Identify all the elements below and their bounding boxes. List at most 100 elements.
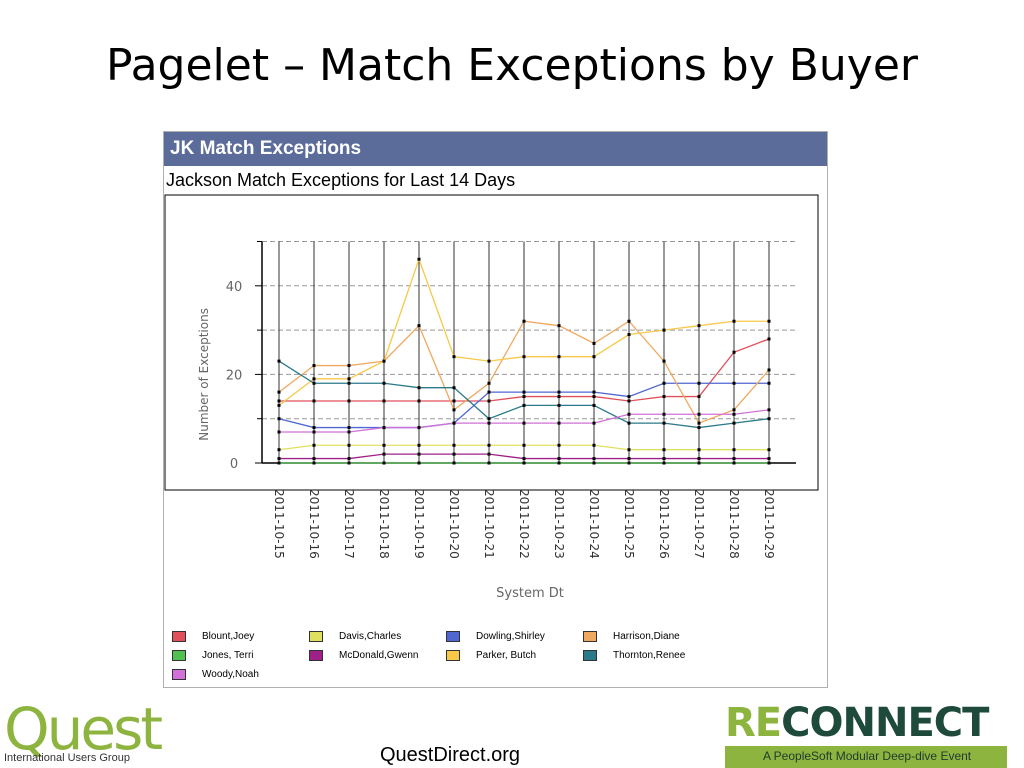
data-point — [662, 395, 666, 399]
legend-item: Parker, Butch — [446, 650, 583, 661]
x-tick-label: 2011-10-19 — [412, 489, 426, 559]
data-point — [417, 461, 421, 465]
x-tick-label: 2011-10-17 — [342, 489, 356, 559]
data-point — [277, 359, 281, 363]
x-tick-label: 2011-10-23 — [552, 489, 566, 559]
data-point — [592, 355, 596, 359]
data-point — [277, 403, 281, 407]
y-tick-label: 0 — [230, 457, 238, 472]
data-point — [277, 457, 281, 461]
slide-title: Pagelet – Match Exceptions by Buyer — [106, 40, 918, 91]
data-point — [697, 395, 701, 399]
data-point — [557, 403, 561, 407]
data-point — [732, 350, 736, 354]
plot-frame — [164, 194, 819, 491]
data-point — [487, 359, 491, 363]
data-point — [767, 417, 771, 421]
data-point — [277, 399, 281, 403]
legend-row: Jones, Terri McDonald,Gwenn Parker, Butch T… — [172, 646, 822, 665]
data-point — [277, 430, 281, 434]
data-point — [347, 426, 351, 430]
data-point — [557, 443, 561, 447]
data-point — [627, 421, 631, 425]
x-tick-label: 2011-10-22 — [517, 489, 531, 559]
y-tick-label: 40 — [226, 280, 243, 295]
data-point — [312, 377, 316, 381]
data-point — [662, 457, 666, 461]
data-point — [452, 399, 456, 403]
data-point — [697, 457, 701, 461]
y-tick-label: 20 — [226, 368, 243, 383]
data-point — [767, 461, 771, 465]
legend: Blount,Joey Davis,Charles Dowling,Shirley H… — [172, 627, 822, 684]
legend-swatch — [172, 669, 186, 680]
data-point — [522, 319, 526, 323]
data-point — [487, 381, 491, 385]
legend-swatch — [446, 650, 460, 661]
data-point — [382, 443, 386, 447]
data-point — [732, 408, 736, 412]
data-point — [557, 324, 561, 328]
data-point — [522, 355, 526, 359]
data-point — [627, 457, 631, 461]
footer-url: QuestDirect.org — [380, 744, 521, 766]
data-point — [277, 448, 281, 452]
data-point — [732, 381, 736, 385]
data-point — [592, 443, 596, 447]
legend-item: McDonald,Gwenn — [309, 650, 446, 661]
data-point — [487, 399, 491, 403]
data-point — [557, 395, 561, 399]
data-point — [662, 421, 666, 425]
data-point — [312, 381, 316, 385]
legend-swatch — [172, 650, 186, 661]
data-point — [627, 448, 631, 452]
data-point — [522, 390, 526, 394]
data-point — [312, 461, 316, 465]
legend-row: Blount,Joey Davis,Charles Dowling,Shirley H… — [172, 627, 822, 646]
data-point — [347, 381, 351, 385]
data-point — [522, 395, 526, 399]
data-point — [347, 364, 351, 368]
x-tick-label: 2011-10-28 — [727, 489, 741, 559]
data-point — [522, 421, 526, 425]
data-point — [452, 408, 456, 412]
data-point — [767, 448, 771, 452]
legend-label: Parker, Butch — [476, 650, 537, 661]
data-point — [522, 461, 526, 465]
x-tick-label: 2011-10-20 — [447, 489, 461, 559]
legend-label: Blount,Joey — [202, 631, 255, 642]
legend-row: Woody,Noah — [172, 665, 822, 684]
data-point — [732, 319, 736, 323]
reconnect-logo-subtitle: A PeopleSoft Modular Deep-dive Event — [763, 749, 972, 763]
data-point — [627, 333, 631, 337]
data-point — [732, 421, 736, 425]
legend-item: Blount,Joey — [172, 631, 309, 642]
data-point — [732, 457, 736, 461]
data-point — [592, 403, 596, 407]
data-point — [347, 399, 351, 403]
legend-item: Jones, Terri — [172, 650, 309, 661]
data-point — [347, 377, 351, 381]
data-point — [382, 399, 386, 403]
legend-label: Davis,Charles — [339, 631, 402, 642]
data-point — [697, 448, 701, 452]
data-point — [697, 421, 701, 425]
data-point — [277, 390, 281, 394]
data-point — [662, 412, 666, 416]
data-point — [522, 403, 526, 407]
legend-swatch — [583, 650, 597, 661]
data-point — [312, 430, 316, 434]
data-point — [312, 399, 316, 403]
data-point — [487, 390, 491, 394]
data-point — [417, 426, 421, 430]
data-point — [767, 381, 771, 385]
data-point — [767, 457, 771, 461]
x-axis-label: System Dt — [496, 586, 564, 601]
data-point — [557, 355, 561, 359]
legend-label: McDonald,Gwenn — [339, 650, 419, 661]
y-axis-label: Number of Exceptions — [197, 308, 211, 441]
data-point — [557, 421, 561, 425]
legend-label: Harrison,Diane — [613, 631, 680, 642]
data-point — [382, 359, 386, 363]
data-point — [732, 461, 736, 465]
